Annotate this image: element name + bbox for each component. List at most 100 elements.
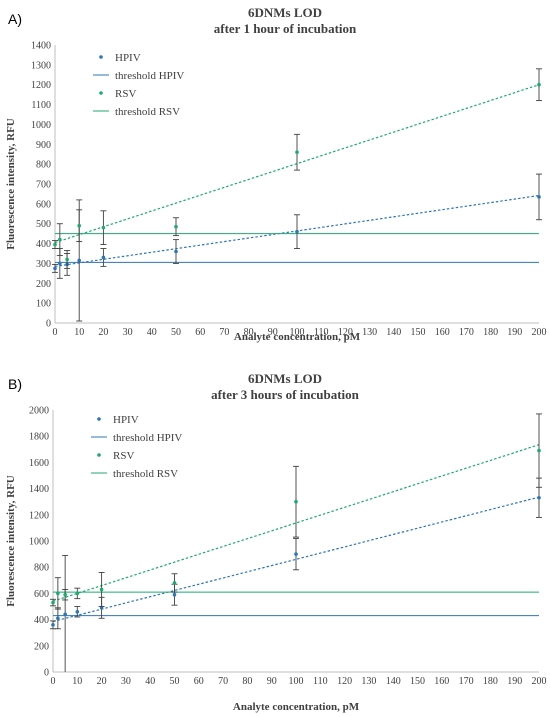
x-tick-label: 130 (362, 327, 377, 338)
x-tick-label: 10 (72, 676, 82, 687)
x-tick-label: 70 (219, 327, 229, 338)
legend-label-threshold-rsv: threshold RSV (115, 106, 180, 118)
data-point-rsv (174, 224, 178, 229)
data-point-hpiv (77, 258, 81, 263)
x-tick-label: 30 (123, 327, 133, 338)
y-tick-label: 100 (36, 299, 51, 310)
y-tick-label: 1000 (29, 537, 49, 548)
y-tick-label: 600 (36, 199, 51, 210)
data-point-hpiv (58, 261, 62, 266)
y-tick-label: 400 (34, 615, 49, 626)
trend-line-rsv (52, 444, 540, 602)
data-point-hpiv (101, 255, 106, 260)
x-tick-label: 110 (313, 676, 328, 687)
data-point-hpiv (53, 266, 57, 271)
x-tick-label: 60 (195, 327, 205, 338)
y-tick-label: 1300 (31, 60, 51, 71)
data-point-rsv (77, 223, 81, 228)
y-tick-label: 700 (36, 180, 51, 191)
x-tick-label: 0 (51, 676, 56, 687)
x-tick-label: 10 (74, 327, 84, 338)
data-point-rsv (99, 587, 104, 592)
x-tick-label: 170 (459, 327, 474, 338)
legend-marker-rsv (97, 453, 101, 457)
legend-label-hpiv: HPIV (115, 52, 141, 64)
y-tick-label: 1100 (31, 100, 51, 111)
y-tick-label: 1400 (31, 41, 51, 52)
y-axis-label-a: Fluorescence intensity, RFU (5, 118, 17, 250)
x-tick-label: 40 (147, 327, 157, 338)
x-tick-label: 100 (290, 327, 305, 338)
x-tick-label: 50 (170, 676, 180, 687)
data-point-hpiv (75, 609, 80, 614)
data-point-hpiv (51, 623, 55, 627)
x-tick-label: 190 (507, 327, 522, 338)
y-tick-label: 800 (34, 563, 49, 574)
chart-panel-a: A) 6DNMs LOD after 1 hour of incubation … (5, 5, 547, 343)
x-tick-label: 180 (483, 676, 498, 687)
data-point-hpiv (172, 592, 177, 597)
y-tick-label: 1600 (29, 458, 49, 469)
panel-label-a: A) (8, 11, 22, 27)
x-tick-label: 90 (267, 676, 277, 687)
y-tick-label: 200 (36, 279, 51, 290)
data-point-rsv (65, 257, 69, 262)
legend-label-threshold-hpiv: threshold HPIV (113, 432, 182, 444)
data-point-rsv (75, 591, 80, 596)
data-point-rsv (172, 581, 177, 585)
x-tick-label: 50 (171, 327, 181, 338)
x-tick-label: 80 (244, 327, 254, 338)
x-tick-label: 120 (338, 327, 353, 338)
data-point-rsv (53, 242, 57, 247)
x-tick-label: 150 (411, 327, 426, 338)
legend-marker-hpiv (97, 417, 101, 421)
y-tick-label: 800 (36, 160, 51, 171)
legend-label-rsv: RSV (115, 88, 136, 100)
legend-marker-hpiv (99, 55, 103, 59)
data-point-hpiv (63, 612, 67, 617)
data-point-hpiv (295, 229, 299, 234)
x-tick-label: 70 (218, 676, 228, 687)
x-tick-label: 160 (435, 327, 450, 338)
data-point-rsv (537, 82, 541, 87)
y-tick-label: 0 (44, 668, 49, 679)
y-tick-label: 300 (36, 259, 51, 270)
x-tick-label: 60 (194, 676, 204, 687)
data-point-rsv (56, 591, 60, 596)
x-tick-label: 160 (434, 676, 449, 687)
data-point-hpiv (56, 616, 60, 621)
x-tick-label: 120 (337, 676, 352, 687)
x-tick-label: 200 (532, 676, 547, 687)
y-tick-label: 2000 (29, 406, 49, 417)
x-tick-label: 180 (483, 327, 498, 338)
x-tick-label: 90 (268, 327, 278, 338)
y-tick-label: 900 (36, 140, 51, 151)
trend-line-rsv (54, 84, 540, 244)
x-tick-label: 30 (121, 676, 131, 687)
y-axis-label-b: Fluorescence intensity, RFU (5, 475, 17, 607)
y-tick-label: 500 (36, 219, 51, 230)
legend-label-threshold-hpiv: threshold HPIV (115, 70, 184, 82)
x-tick-label: 40 (145, 676, 155, 687)
panel-label-b: B) (8, 376, 22, 392)
y-tick-label: 1800 (29, 432, 49, 443)
x-tick-label: 170 (459, 676, 474, 687)
y-tick-label: 600 (34, 589, 49, 600)
data-point-rsv (537, 448, 541, 453)
data-point-hpiv (174, 249, 178, 254)
data-point-rsv (51, 600, 55, 605)
data-point-hpiv (537, 495, 541, 500)
chart-title-b: 6DNMs LOD (248, 371, 322, 386)
y-tick-label: 1400 (29, 484, 49, 495)
data-point-rsv (58, 237, 62, 242)
x-tick-label: 190 (507, 676, 522, 687)
x-tick-label: 200 (532, 327, 547, 338)
y-tick-label: 1200 (29, 510, 49, 521)
data-point-rsv (101, 225, 106, 230)
chart-panel-b: B) 6DNMs LOD after 3 hours of incubation… (5, 371, 547, 713)
y-tick-label: 1000 (31, 120, 51, 131)
y-tick-label: 200 (34, 641, 49, 652)
chart-subtitle-a: after 1 hour of incubation (214, 21, 357, 36)
y-tick-label: 1200 (31, 80, 51, 91)
